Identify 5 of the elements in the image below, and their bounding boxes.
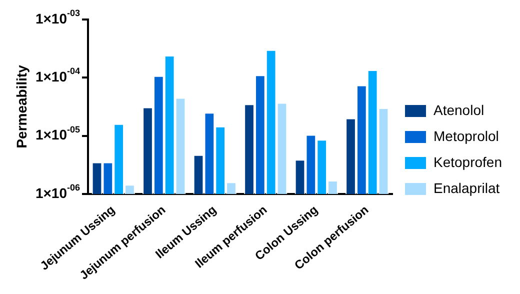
legend-label: Enalaprilat xyxy=(434,180,500,196)
y-axis-title: Permeability xyxy=(13,64,30,148)
legend-label: Metoprolol xyxy=(434,128,499,144)
legend-label: Atenolol xyxy=(434,102,484,118)
legend-label: Ketoprofen xyxy=(434,154,502,170)
